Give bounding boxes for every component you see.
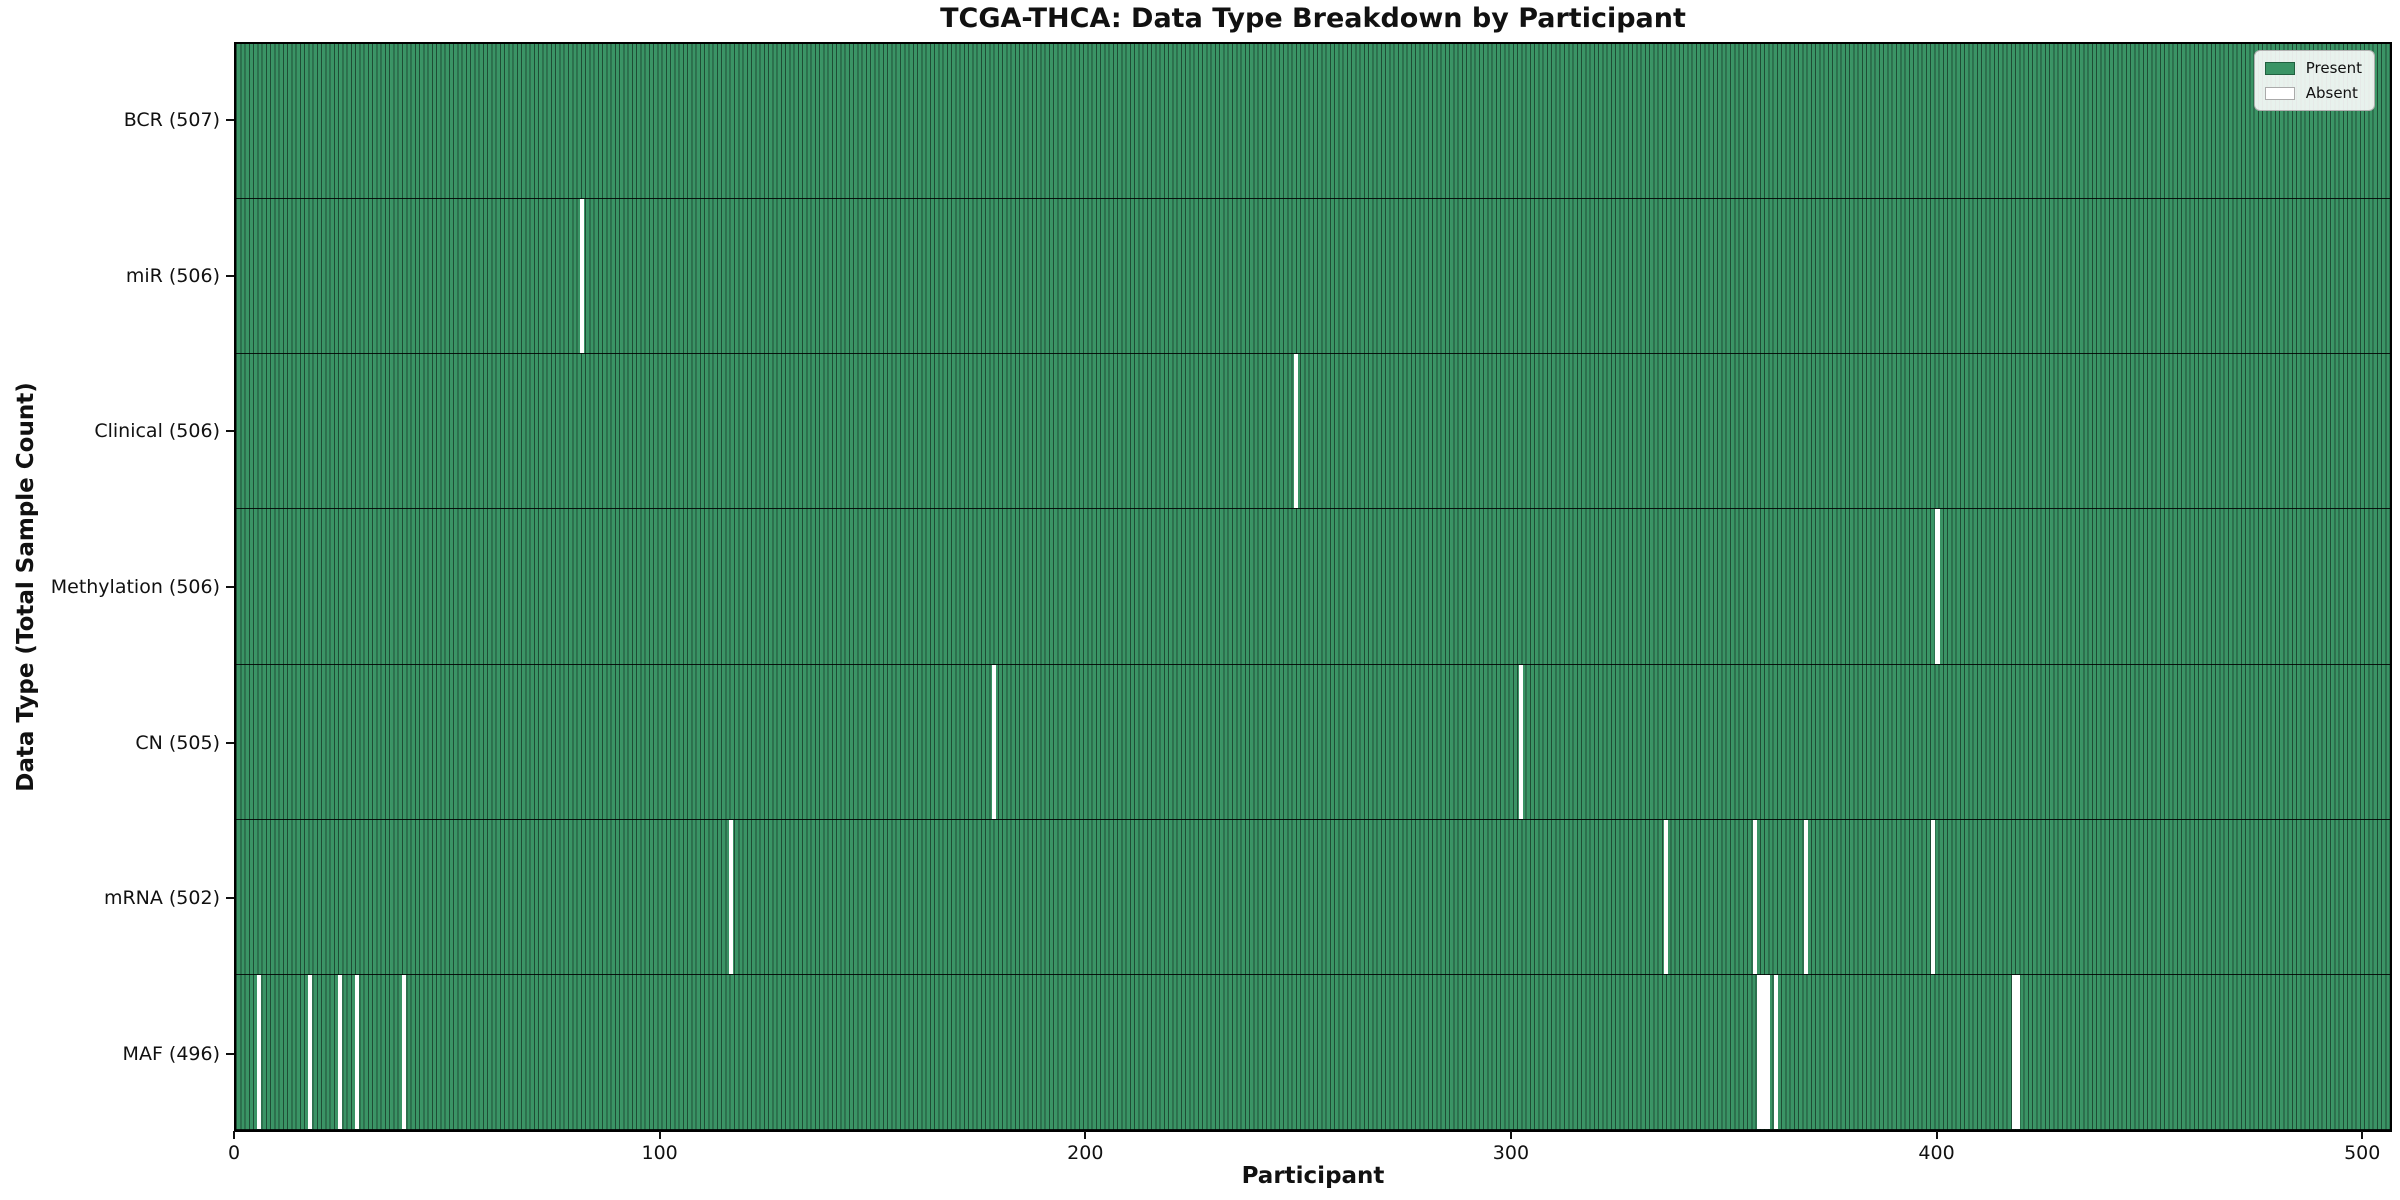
- absent-stripe: [337, 974, 343, 1129]
- absent-stripe: [1756, 974, 1762, 1129]
- absent-stripe: [308, 974, 313, 1129]
- absent-stripe: [2011, 974, 2017, 1129]
- y-tick-mark: [226, 741, 234, 744]
- absent-stripe: [1519, 664, 1524, 819]
- absent-stripe: [1663, 819, 1668, 974]
- presence-row-bcr: [236, 44, 2390, 200]
- absent-stripe: [1293, 354, 1299, 509]
- x-tick-mark: [1935, 1131, 1938, 1139]
- y-tick-label: MAF (496): [122, 1043, 220, 1066]
- y-tick-label: mRNA (502): [103, 887, 220, 910]
- y-tick-mark: [226, 586, 234, 588]
- absent-stripe: [1935, 509, 1940, 664]
- absent-stripe: [401, 974, 406, 1129]
- absent-stripe: [354, 974, 360, 1129]
- absent-stripe: [1773, 974, 1779, 1129]
- x-tick-label: 200: [1067, 1142, 1104, 1164]
- presence-row-mir: [236, 199, 2390, 355]
- legend-swatch-present: [2264, 61, 2295, 75]
- presence-row-cn: [236, 664, 2390, 820]
- x-tick-label: 0: [227, 1142, 241, 1164]
- presence-row-mrna: [236, 819, 2390, 975]
- legend: Present Absent: [2253, 50, 2375, 111]
- y-tick-mark: [226, 274, 234, 277]
- plot-area: Present Absent: [234, 42, 2392, 1132]
- x-tick-label: 400: [1918, 1142, 1955, 1164]
- absent-stripe: [257, 974, 262, 1129]
- absent-stripe: [1931, 819, 1936, 974]
- x-tick-label: 500: [2344, 1142, 2381, 1164]
- x-tick-mark: [233, 1131, 235, 1139]
- y-tick-mark: [226, 430, 234, 433]
- absent-stripe: [728, 819, 734, 974]
- absent-stripe: [1765, 974, 1770, 1129]
- y-tick-label: miR (506): [125, 264, 220, 287]
- absent-stripe: [1803, 819, 1808, 974]
- legend-item-present: Present: [2264, 59, 2362, 77]
- legend-label: Present: [2305, 59, 2362, 77]
- absent-stripe: [992, 664, 997, 819]
- x-tick-mark: [2361, 1131, 2364, 1139]
- y-tick-mark: [226, 897, 234, 900]
- presence-row-maf: [236, 974, 2390, 1130]
- legend-swatch-absent: [2264, 86, 2295, 100]
- x-tick-mark: [1509, 1131, 1512, 1139]
- x-tick-mark: [1084, 1131, 1087, 1139]
- x-tick-label: 100: [641, 1142, 678, 1164]
- y-tick-label: BCR (507): [123, 108, 220, 131]
- y-tick-label: Methylation (506): [50, 576, 220, 598]
- x-tick-mark: [658, 1131, 661, 1139]
- y-tick-mark: [226, 1053, 234, 1056]
- y-tick-label: Clinical (506): [94, 420, 220, 443]
- legend-label: Absent: [2305, 84, 2358, 102]
- chart-title: TCGA-THCA: Data Type Breakdown by Partic…: [940, 3, 1686, 34]
- x-tick-label: 300: [1492, 1142, 1530, 1164]
- y-tick-label: CN (505): [135, 731, 220, 754]
- legend-item-absent: Absent: [2264, 84, 2362, 102]
- y-tick-mark: [226, 118, 234, 121]
- absent-stripe: [1761, 974, 1766, 1129]
- presence-row-methylation: [236, 509, 2390, 665]
- absent-stripe: [1752, 819, 1757, 974]
- x-axis-label: Participant: [1241, 1163, 1385, 1189]
- absent-stripe: [580, 199, 585, 354]
- presence-row-clinical: [236, 354, 2390, 510]
- absent-stripe: [2016, 974, 2021, 1129]
